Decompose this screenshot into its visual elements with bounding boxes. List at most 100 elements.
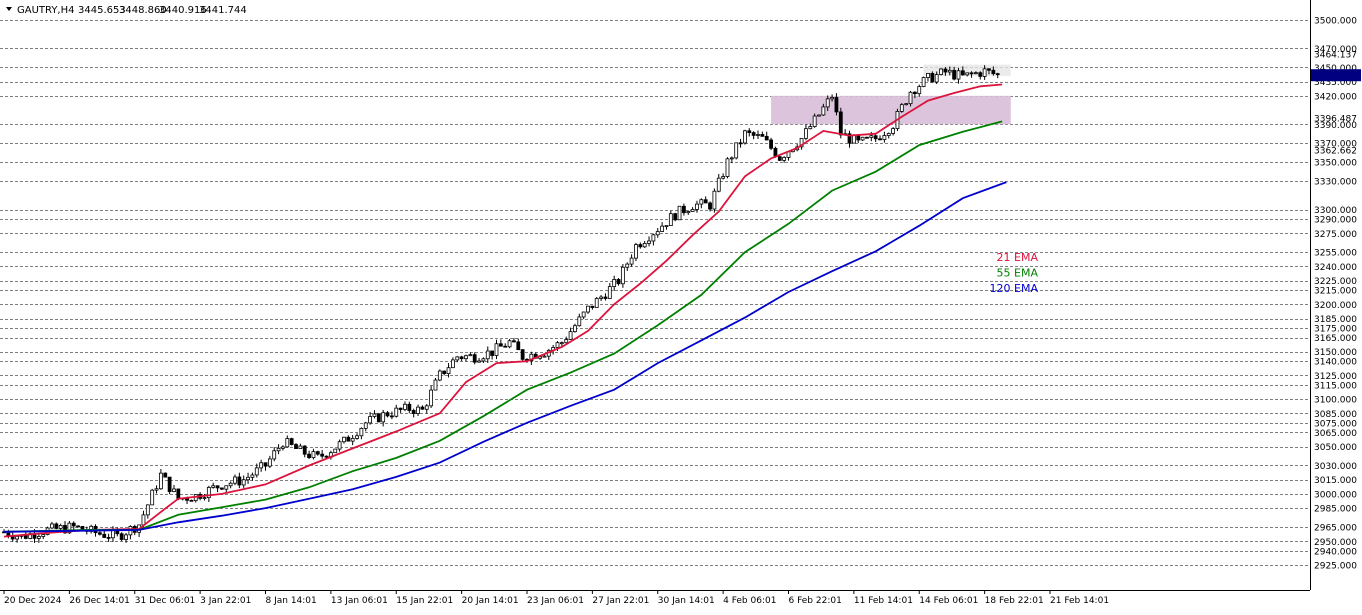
candle[interactable] <box>429 385 434 408</box>
candle[interactable] <box>485 346 490 363</box>
candle[interactable] <box>472 352 477 365</box>
candle[interactable] <box>220 487 224 491</box>
candle[interactable] <box>804 124 808 141</box>
candle[interactable] <box>281 445 285 451</box>
candle[interactable] <box>459 355 464 362</box>
candle[interactable] <box>333 448 338 454</box>
candle[interactable] <box>233 474 237 486</box>
ema-line-120-ema[interactable] <box>3 181 1007 533</box>
candle[interactable] <box>559 341 564 347</box>
candle[interactable] <box>267 455 272 469</box>
candle[interactable] <box>403 401 407 412</box>
candle[interactable] <box>150 488 155 506</box>
candle[interactable] <box>172 484 176 493</box>
candle[interactable] <box>494 339 499 360</box>
top-zone[interactable] <box>923 64 1011 76</box>
candle[interactable] <box>119 532 124 542</box>
candle[interactable] <box>847 130 852 148</box>
candle[interactable] <box>529 351 534 366</box>
candle[interactable] <box>394 404 399 418</box>
candle[interactable] <box>355 433 359 440</box>
candle[interactable] <box>498 339 503 347</box>
candle[interactable] <box>424 404 429 414</box>
candle[interactable] <box>747 128 752 137</box>
candle[interactable] <box>821 103 826 116</box>
candle[interactable] <box>943 67 948 76</box>
candle[interactable] <box>385 411 390 418</box>
candle[interactable] <box>891 127 895 136</box>
candle[interactable] <box>655 228 660 238</box>
candle[interactable] <box>516 338 521 351</box>
candle[interactable] <box>594 296 599 308</box>
candle[interactable] <box>302 445 307 458</box>
candle[interactable] <box>638 242 643 249</box>
candle[interactable] <box>987 68 991 75</box>
candle[interactable] <box>917 84 922 97</box>
candle[interactable] <box>446 363 451 378</box>
candle[interactable] <box>36 534 41 543</box>
candle[interactable] <box>389 411 394 420</box>
candle[interactable] <box>743 129 747 145</box>
candle[interactable] <box>590 305 595 310</box>
candle[interactable] <box>756 130 760 139</box>
candle[interactable] <box>668 210 673 226</box>
candle[interactable] <box>512 337 516 343</box>
candle[interactable] <box>350 434 355 446</box>
candle[interactable] <box>878 135 882 141</box>
candle[interactable] <box>716 173 721 193</box>
candle[interactable] <box>285 435 290 448</box>
candle[interactable] <box>764 131 769 141</box>
candle[interactable] <box>272 447 277 462</box>
candle[interactable] <box>729 156 734 164</box>
candle[interactable] <box>725 157 730 179</box>
candle[interactable] <box>298 443 303 449</box>
candle[interactable] <box>956 67 961 84</box>
candle[interactable] <box>50 521 54 530</box>
candle[interactable] <box>812 113 817 128</box>
candle[interactable] <box>699 198 704 209</box>
ema-line-21-ema[interactable] <box>3 83 1003 538</box>
ema-line-55-ema[interactable] <box>3 120 1003 533</box>
candle[interactable] <box>817 114 821 117</box>
candle[interactable] <box>930 71 935 83</box>
candle[interactable] <box>947 66 952 76</box>
candle[interactable] <box>664 225 669 230</box>
candle[interactable] <box>908 90 913 107</box>
candle[interactable] <box>437 369 442 382</box>
candle[interactable] <box>71 521 76 530</box>
candle[interactable] <box>254 463 259 478</box>
candle[interactable] <box>468 352 473 357</box>
candle[interactable] <box>830 94 834 102</box>
candle[interactable] <box>581 311 586 320</box>
candle[interactable] <box>211 482 216 489</box>
candle[interactable] <box>276 444 281 455</box>
candle[interactable] <box>307 450 311 460</box>
candle[interactable] <box>507 339 512 349</box>
candle[interactable] <box>760 131 765 137</box>
candle[interactable] <box>952 66 957 81</box>
candle[interactable] <box>224 485 229 493</box>
candle[interactable] <box>607 282 612 299</box>
candle[interactable] <box>616 278 621 286</box>
candle[interactable] <box>263 462 268 471</box>
candle[interactable] <box>145 504 150 519</box>
candle[interactable] <box>690 207 695 212</box>
candle[interactable] <box>995 72 1000 79</box>
candle[interactable] <box>320 449 325 459</box>
candle[interactable] <box>363 421 368 432</box>
candle[interactable] <box>939 68 943 76</box>
dropdown-arrow-icon[interactable] <box>6 7 12 11</box>
candle[interactable] <box>481 357 486 363</box>
candle[interactable] <box>969 71 974 78</box>
candle[interactable] <box>154 485 159 494</box>
candle[interactable] <box>991 66 996 76</box>
resistance-zone[interactable] <box>771 95 1011 125</box>
candle[interactable] <box>246 472 250 484</box>
candle[interactable] <box>934 71 939 85</box>
candle[interactable] <box>865 136 869 139</box>
candle[interactable] <box>721 173 726 180</box>
candle[interactable] <box>420 405 425 410</box>
candle[interactable] <box>882 131 887 143</box>
candle[interactable] <box>520 349 525 361</box>
